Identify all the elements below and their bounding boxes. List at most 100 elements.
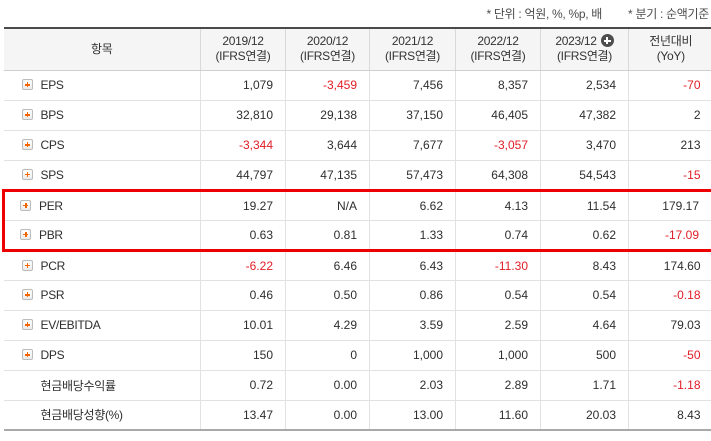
- cell-value: 7,677: [369, 129, 456, 160]
- table-row: EV/EBITDA 10.01 4.29 3.59 2.59 4.64 79.03: [3, 309, 711, 340]
- cell-value: 8.43: [628, 399, 711, 430]
- row-label-cell: 현금배당수익률: [3, 369, 201, 400]
- plus-square-icon[interactable]: [20, 199, 31, 211]
- table-row: BPS 32,810 29,138 37,150 46,405 47,382 2: [3, 99, 711, 130]
- row-label-cell: PBR: [2, 219, 201, 252]
- plus-square-icon[interactable]: [21, 139, 33, 150]
- period-label: 2021/12: [391, 34, 434, 49]
- cell-value: 2.59: [455, 309, 541, 340]
- table-row: EPS 1,079 -3,459 7,456 8,357 2,534 -70: [4, 70, 711, 100]
- cell-value: 500: [540, 339, 629, 370]
- cell-value: 4.64: [540, 309, 629, 340]
- unit-note: * 단위 : 억원, %, %p, 배: [486, 7, 603, 21]
- cell-value: 8.43: [540, 249, 629, 280]
- plus-square-icon[interactable]: [21, 319, 33, 330]
- cell-value: 1.33: [369, 219, 456, 252]
- cell-value: -11.30: [455, 249, 541, 280]
- cell-value: -6.22: [200, 249, 286, 280]
- cell-value: 0.00: [285, 399, 370, 430]
- plus-square-icon[interactable]: [21, 349, 33, 360]
- row-label: PCR: [40, 258, 66, 273]
- cell-value: 47,382: [540, 99, 629, 130]
- cell-value: 3,644: [285, 129, 370, 160]
- cell-value: -3,459: [285, 70, 370, 100]
- plus-square-icon[interactable]: [21, 259, 33, 271]
- cell-value: 79.03: [628, 309, 711, 340]
- row-label-cell: 현금배당성향(%): [3, 399, 201, 430]
- cell-value: 7,456: [369, 70, 456, 100]
- standard-label: (IFRS연결): [556, 49, 612, 64]
- cell-value: 0.86: [369, 279, 456, 310]
- cell-value: 29,138: [285, 99, 370, 130]
- cell-value: 44,797: [200, 159, 286, 190]
- basis-note: * 분기 : 순액기준: [628, 7, 709, 21]
- table-row: 현금배당수익률 0.72 0.00 2.03 2.89 1.71 -1.18: [3, 369, 711, 400]
- table-row: PSR 0.46 0.50 0.86 0.54 0.54 -0.18: [3, 279, 711, 310]
- cell-value: 4.13: [455, 188, 541, 220]
- period-label: 2022/12: [477, 34, 519, 49]
- table-row: DPS 150 0 1,000 1,000 500 -50: [3, 339, 711, 370]
- row-label-cell: SPS: [3, 159, 201, 190]
- cell-value: 213: [628, 129, 711, 160]
- cell-value: -17.09: [628, 219, 711, 252]
- cell-value: 6.62: [369, 188, 456, 220]
- row-label-cell: EPS: [4, 70, 201, 100]
- row-label: 현금배당수익률: [40, 378, 116, 393]
- cell-value: 0.46: [200, 279, 286, 310]
- cell-value: 6.43: [369, 249, 456, 280]
- row-label: EV/EBITDA: [40, 318, 101, 332]
- cell-value: 19.27: [200, 188, 286, 220]
- cell-value: 2.89: [455, 369, 541, 400]
- cell-value: 32,810: [200, 99, 286, 130]
- row-label: PER: [39, 198, 63, 213]
- column-header: 2019/12 (IFRS연결): [200, 28, 286, 71]
- cell-value: 0.63: [200, 219, 286, 252]
- cell-value: 4.29: [285, 309, 370, 340]
- cell-value: 0.54: [455, 279, 541, 310]
- cell-value: 37,150: [369, 99, 456, 130]
- row-label-cell: PSR: [3, 279, 201, 310]
- row-label-cell: DPS: [3, 339, 201, 370]
- row-label-cell: EV/EBITDA: [3, 309, 201, 340]
- cell-value: 2.03: [369, 369, 456, 400]
- plus-circle-icon[interactable]: [600, 34, 614, 48]
- row-label: PSR: [40, 288, 65, 302]
- row-label-cell: CPS: [3, 129, 201, 160]
- plus-square-icon[interactable]: [21, 79, 33, 90]
- cell-value: -1.18: [628, 369, 711, 400]
- column-header: 2022/12 (IFRS연결): [455, 28, 541, 71]
- cell-value: 54,543: [540, 159, 629, 190]
- plus-square-icon[interactable]: [20, 228, 31, 240]
- row-label: BPS: [40, 108, 64, 122]
- table-row: PCR -6.22 6.46 6.43 -11.30 8.43 174.60: [3, 249, 711, 280]
- cell-value: 20.03: [540, 399, 629, 430]
- cell-value: 13.47: [200, 399, 286, 430]
- plus-square-icon[interactable]: [21, 109, 33, 120]
- table-row: CPS -3,344 3,644 7,677 -3,057 3,470 213: [3, 129, 711, 160]
- plus-square-icon[interactable]: [21, 289, 33, 300]
- standard-label: (YoY): [656, 49, 685, 64]
- cell-value: 0.00: [285, 369, 370, 400]
- cell-value: 3.59: [369, 309, 456, 340]
- cell-value: 11.60: [455, 399, 541, 430]
- plus-square-icon[interactable]: [21, 168, 33, 180]
- cell-value: 2: [628, 99, 711, 130]
- cell-value: 2,534: [540, 70, 629, 100]
- standard-label: (IFRS연결): [215, 49, 271, 64]
- cell-value: 1.71: [540, 369, 629, 400]
- table-row: PER 19.27 N/A 6.62 4.13 11.54 179.17: [2, 188, 711, 220]
- period-label: 2019/12: [222, 34, 264, 49]
- item-column-header: 항목: [3, 28, 201, 71]
- cell-value: -50: [628, 339, 711, 370]
- cell-value: 174.60: [628, 249, 711, 280]
- cell-value: -15: [628, 159, 711, 190]
- cell-value: 46,405: [455, 99, 541, 130]
- standard-label: (IFRS연결): [470, 49, 526, 64]
- cell-value: 57,473: [369, 159, 456, 190]
- row-label-cell: BPS: [3, 99, 201, 130]
- cell-value: -70: [628, 70, 711, 100]
- row-label: PBR: [39, 227, 63, 242]
- row-label-cell: PER: [2, 188, 201, 220]
- table-notes: * 단위 : 억원, %, %p, 배 * 분기 : 순액기준: [486, 5, 710, 22]
